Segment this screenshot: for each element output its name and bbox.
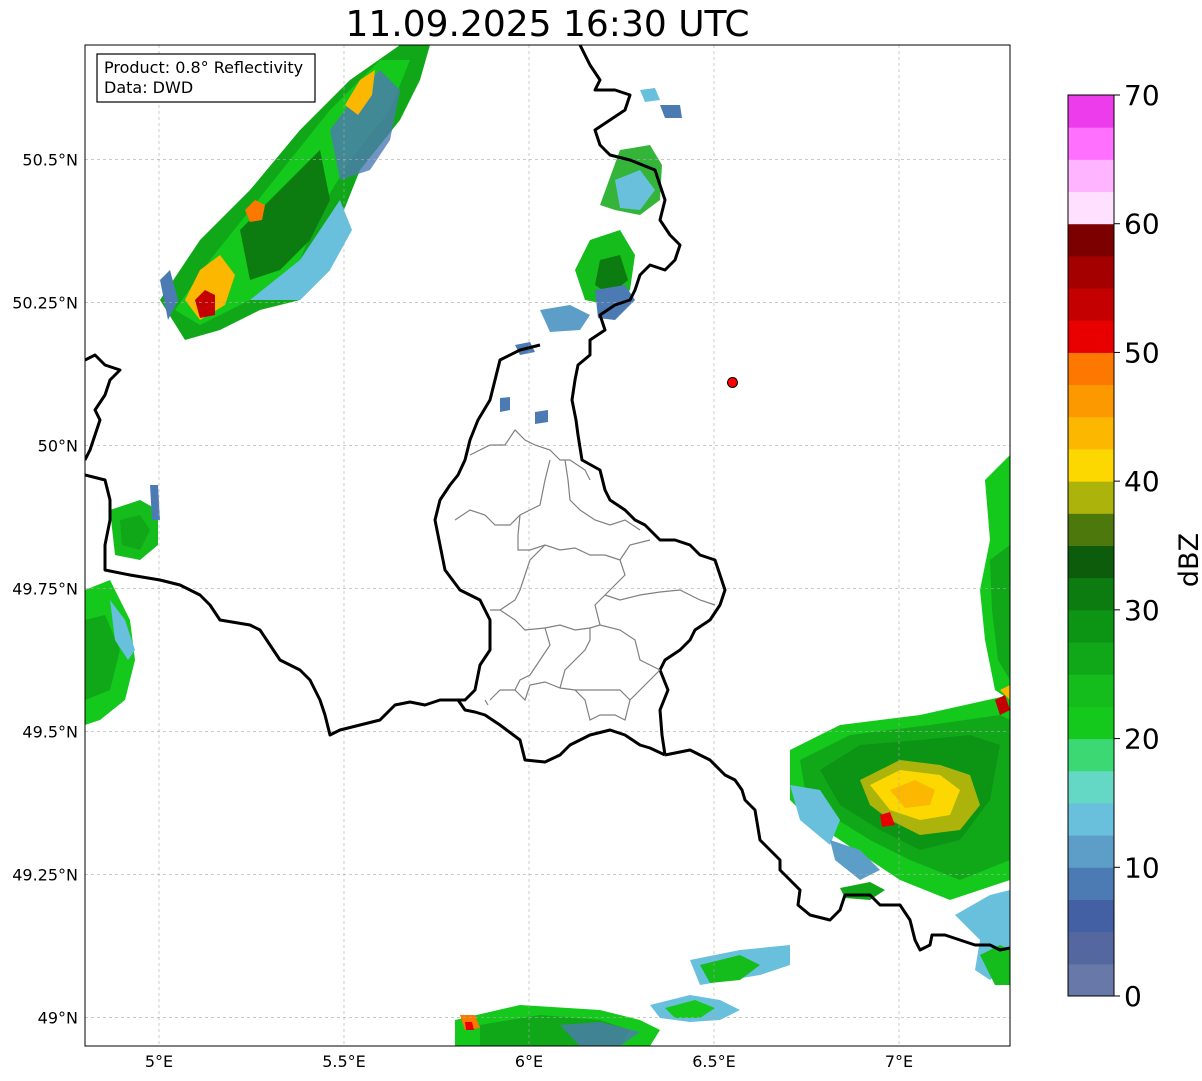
country-borders: [85, 45, 1010, 952]
echo-southeast-cells: [790, 455, 1010, 985]
colorbar-tick-label: 40: [1124, 465, 1160, 498]
colorbar-tick-labels: 0 10 20 30 40 50 60 70: [1114, 79, 1160, 1013]
lat-tick-label: 50.25°N: [12, 293, 78, 312]
colorbar-tick-label: 70: [1124, 79, 1160, 112]
lon-tick-label: 5°E: [145, 1052, 173, 1071]
colorbar-segment: [1068, 545, 1114, 579]
colorbar-segment: [1068, 448, 1114, 482]
colorbar-tick-label: 30: [1124, 594, 1160, 627]
lat-tick-label: 50.5°N: [22, 150, 78, 169]
border-germany-france: [664, 748, 1010, 952]
border-luxembourg-france: [456, 699, 666, 764]
colorbar-segment: [1068, 95, 1114, 128]
colorbar-segment: [1068, 481, 1114, 514]
echo-west-cells: [85, 485, 160, 725]
colorbar-segment: [1068, 288, 1114, 321]
lon-tick-label: 7°E: [885, 1052, 913, 1071]
colorbar-segment: [1068, 738, 1114, 772]
colorbar-segment: [1068, 191, 1114, 225]
map-gridlines: [85, 45, 1010, 1046]
colorbar-segment: [1068, 255, 1114, 289]
info-box: Product: 0.8° Reflectivity Data: DWD: [96, 53, 316, 103]
colorbar-segment: [1068, 642, 1114, 675]
colorbar-segment: [1068, 609, 1114, 643]
echo-north-cells: [500, 88, 682, 424]
colorbar-tick-label: 10: [1124, 851, 1160, 884]
colorbar-segment: [1068, 770, 1114, 804]
border-belgium-france: [85, 473, 458, 737]
colorbar-frame: [1067, 94, 1115, 997]
colorbar-segment: [1068, 352, 1114, 386]
border-germany-west: [570, 45, 727, 756]
colorbar-segment: [1068, 706, 1114, 740]
border-belgium-netherlands: [85, 353, 122, 461]
colorbar-segment: [1068, 674, 1114, 707]
map-title: 11.09.2025 16:30 UTC: [345, 4, 750, 45]
lon-tick-label: 6.5°E: [692, 1052, 736, 1071]
info-data-source: Data: DWD: [104, 78, 193, 97]
precipitation-echoes: [85, 45, 1010, 1046]
luxembourg-cantons: [454, 429, 716, 721]
colorbar-tick-label: 0: [1124, 980, 1142, 1013]
longitude-tick-labels: 5°E 5.5°E 6°E 6.5°E 7°E: [145, 1052, 913, 1071]
radar-site-marker: [727, 376, 738, 388]
colorbar-segment: [1068, 963, 1114, 997]
colorbar-tick-label: 60: [1124, 208, 1160, 241]
colorbar-tick-label: 20: [1124, 723, 1160, 756]
colorbar-segment: [1068, 416, 1114, 450]
colorbar-segment: [1068, 899, 1114, 933]
map-frame: [84, 44, 1011, 1047]
lat-tick-label: 49°N: [38, 1008, 78, 1027]
colorbar-segment: [1068, 835, 1114, 868]
lat-tick-label: 49.5°N: [22, 722, 78, 741]
border-belgium-luxembourg: [433, 343, 541, 702]
colorbar-segment: [1068, 802, 1114, 836]
latitude-tick-labels: 49°N 49.25°N 49.5°N 49.75°N 50°N 50.25°N 50.5°…: [12, 150, 78, 1027]
colorbar-tick-label: 50: [1124, 336, 1160, 369]
colorbar-segment: [1068, 320, 1114, 353]
colorbar-segment: [1068, 127, 1114, 160]
info-product: Product: 0.8° Reflectivity: [104, 58, 303, 77]
colorbar-label: dBZ: [1174, 532, 1202, 588]
lat-tick-label: 49.75°N: [12, 579, 78, 598]
lon-tick-label: 6°E: [515, 1052, 543, 1071]
echo-south-band: [455, 945, 790, 1046]
colorbar: [1067, 94, 1115, 997]
lat-tick-label: 50°N: [38, 436, 78, 455]
colorbar-segment: [1068, 159, 1114, 193]
colorbar-segment: [1068, 384, 1114, 418]
colorbar-segment: [1068, 867, 1114, 900]
lon-tick-label: 5.5°E: [322, 1052, 366, 1071]
echo-nw-band: [160, 45, 430, 340]
colorbar-segment: [1068, 577, 1114, 611]
lat-tick-label: 49.25°N: [12, 865, 78, 884]
colorbar-segment: [1068, 931, 1114, 965]
colorbar-segment: [1068, 513, 1114, 546]
colorbar-segment: [1068, 223, 1114, 257]
